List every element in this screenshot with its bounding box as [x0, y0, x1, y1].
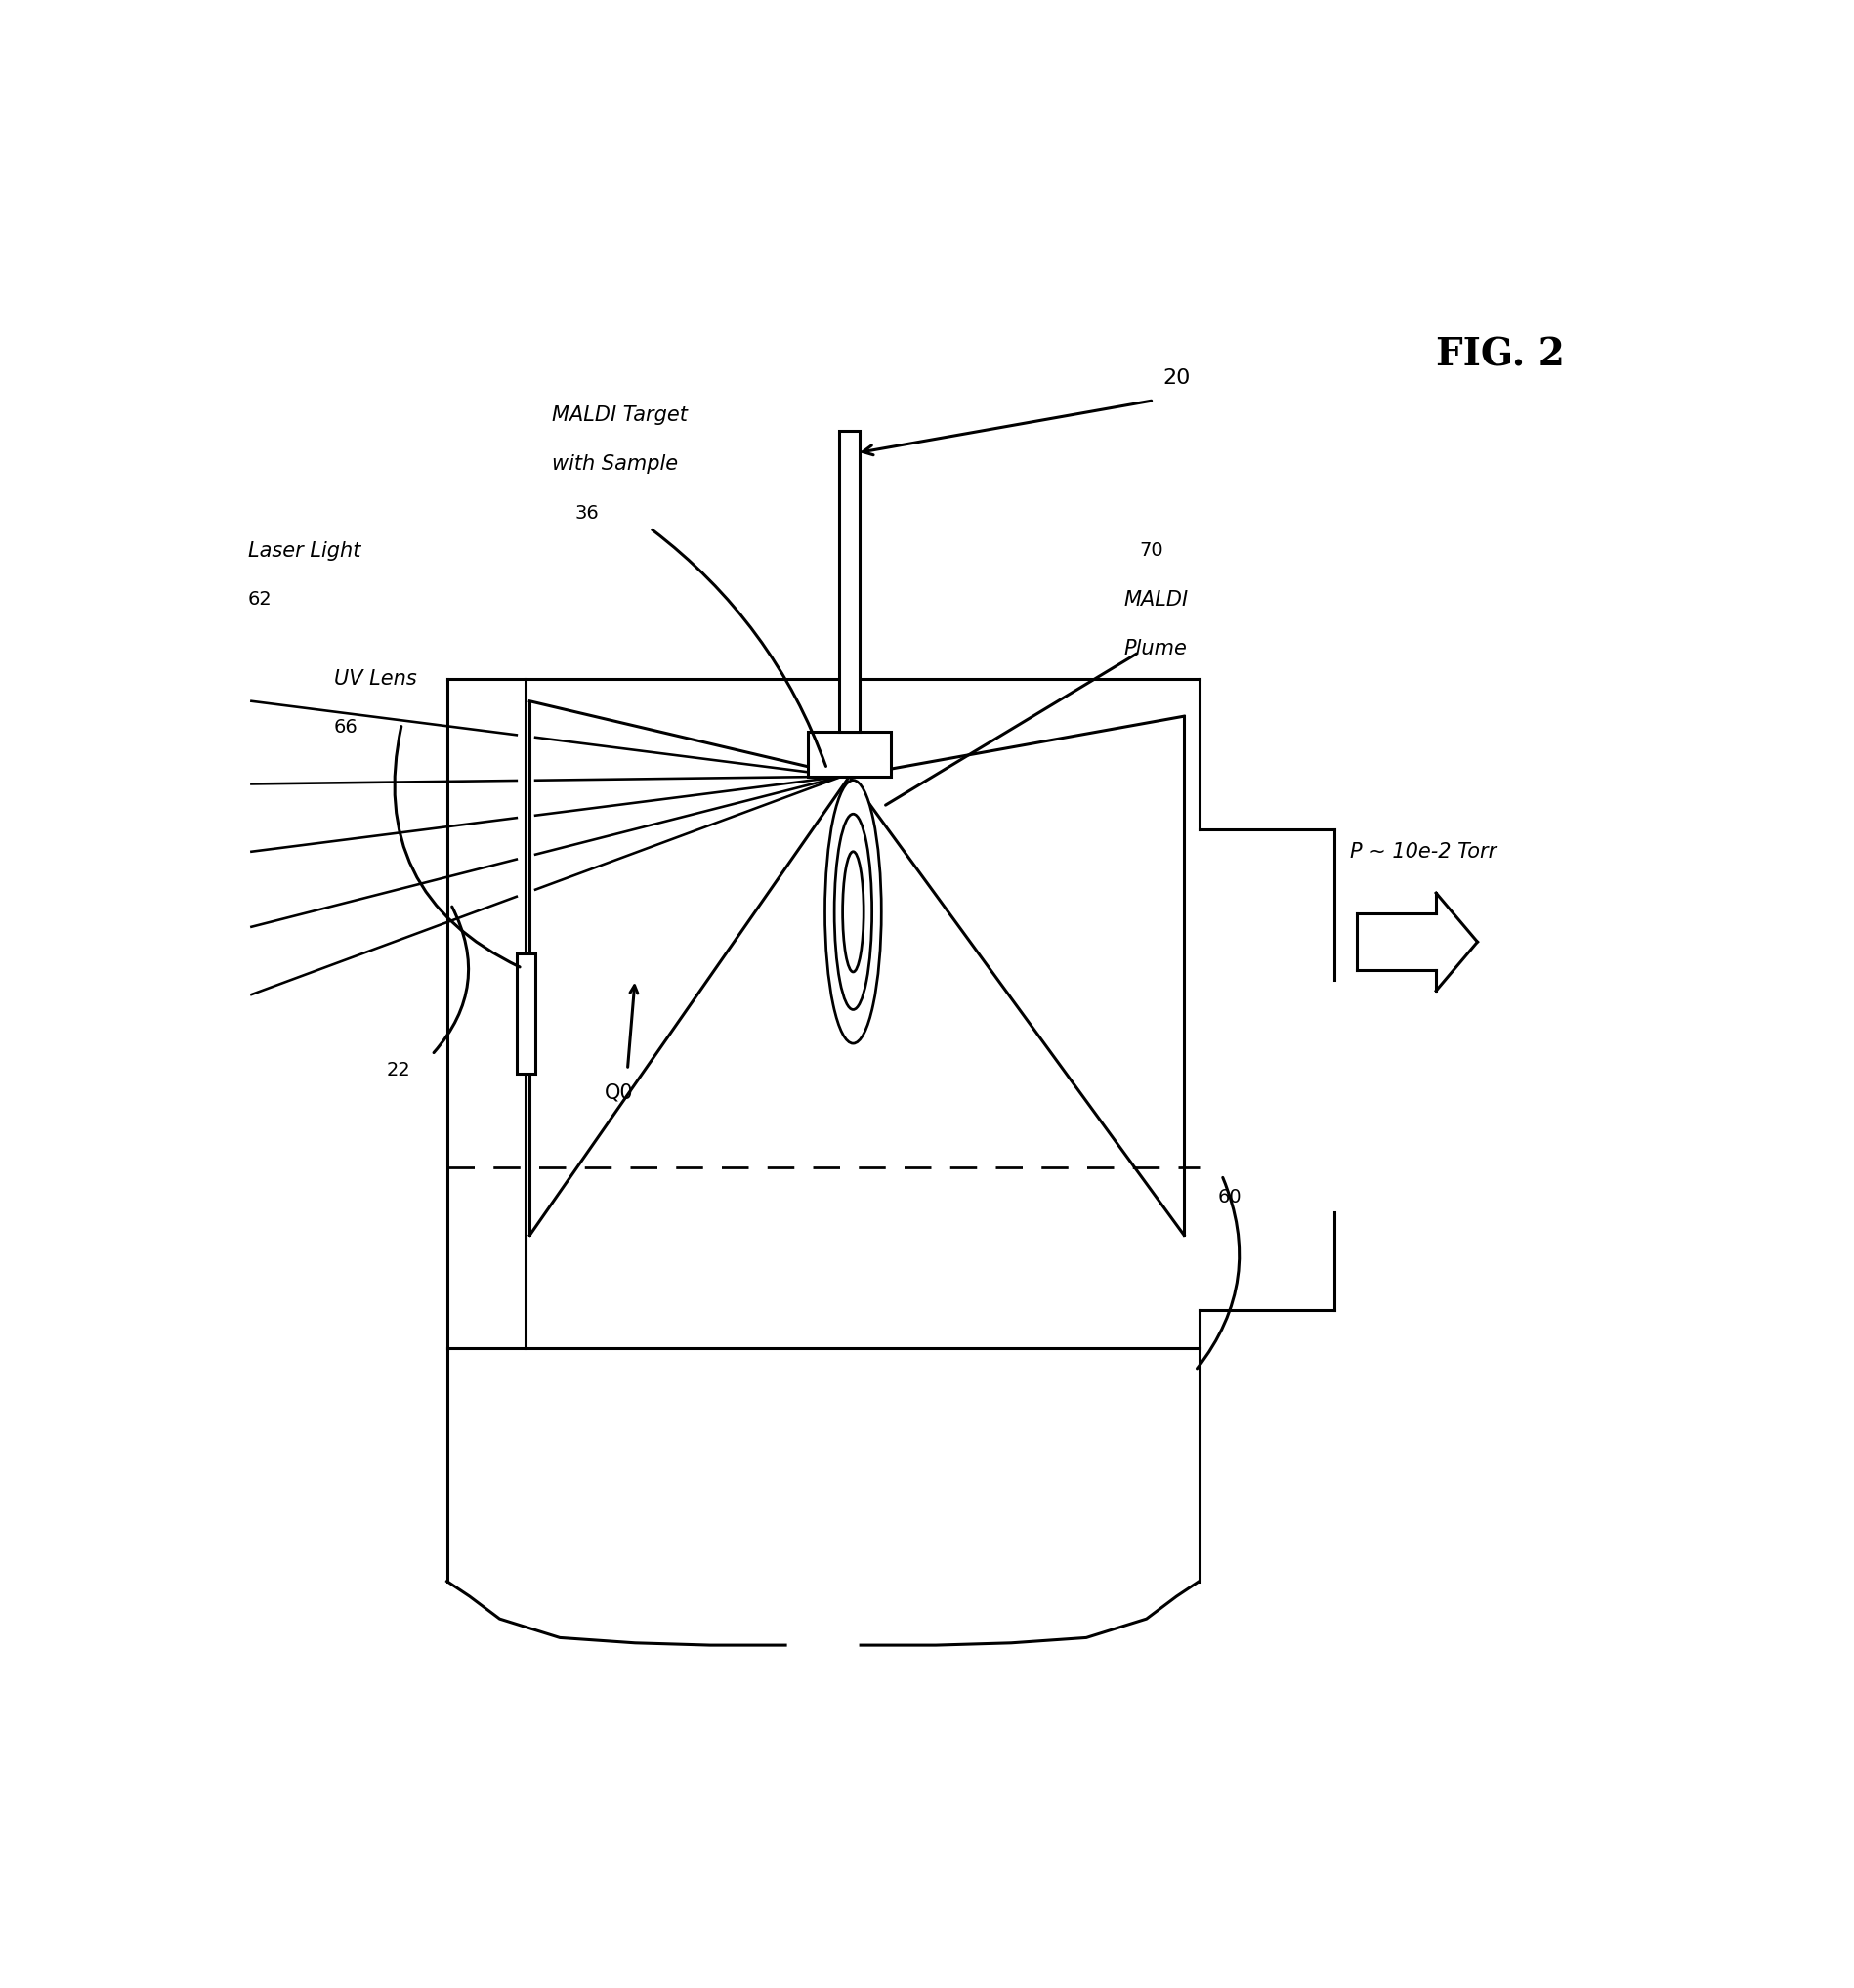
- Text: MALDI: MALDI: [1124, 590, 1188, 610]
- Text: FIG. 2: FIG. 2: [1435, 336, 1565, 374]
- Text: 60: 60: [1218, 1189, 1242, 1207]
- Text: with Sample: with Sample: [552, 455, 679, 473]
- Text: UV Lens: UV Lens: [334, 668, 417, 688]
- Text: P ~ 10e-2 Torr: P ~ 10e-2 Torr: [1350, 841, 1496, 861]
- Text: 66: 66: [334, 718, 358, 738]
- Text: 20: 20: [1162, 368, 1190, 388]
- Bar: [838, 429, 860, 732]
- Ellipse shape: [842, 851, 864, 972]
- Text: 70: 70: [1138, 541, 1162, 561]
- Bar: [517, 952, 536, 1074]
- Text: MALDI Target: MALDI Target: [552, 406, 688, 425]
- Text: 36: 36: [575, 503, 599, 523]
- Text: Q0: Q0: [604, 1083, 634, 1101]
- Text: Plume: Plume: [1124, 638, 1187, 658]
- Text: 22: 22: [387, 1060, 412, 1079]
- Bar: [808, 732, 890, 777]
- Ellipse shape: [825, 779, 881, 1044]
- Text: 62: 62: [248, 590, 273, 608]
- Text: Laser Light: Laser Light: [248, 541, 360, 561]
- Ellipse shape: [834, 813, 871, 1010]
